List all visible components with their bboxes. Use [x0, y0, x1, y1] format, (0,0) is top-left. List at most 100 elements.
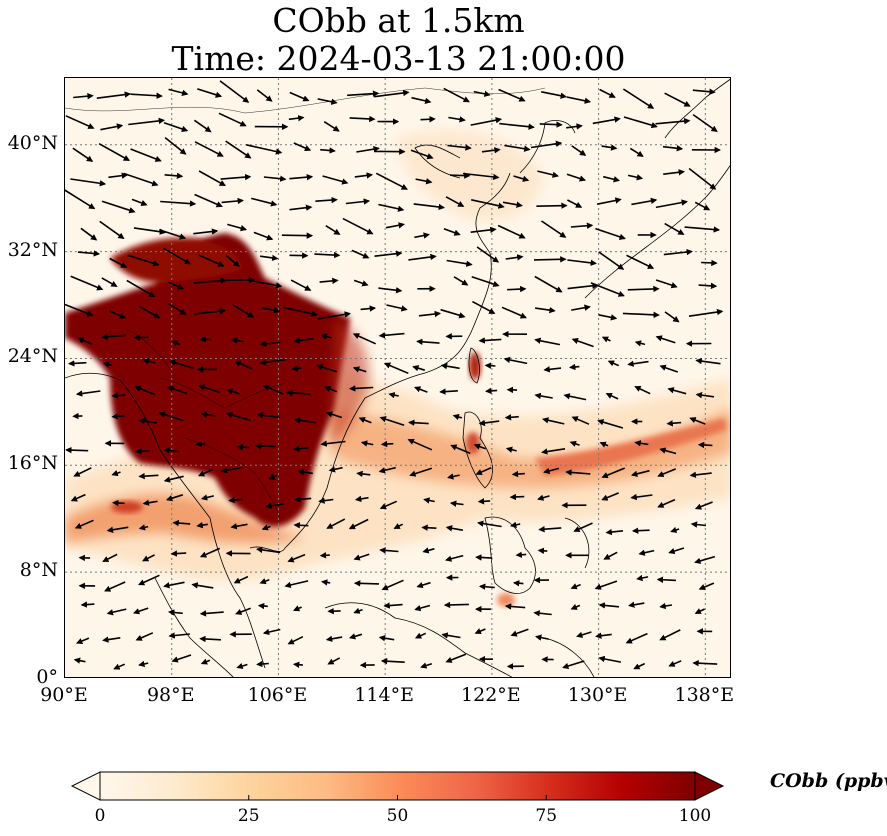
- wind-arrow: [353, 279, 369, 287]
- wind-arrow: [133, 227, 167, 235]
- wind-arrow: [533, 610, 552, 617]
- wind-arrow: [328, 466, 343, 473]
- plume-fringe-east: [330, 318, 369, 448]
- wind-arrow: [381, 579, 404, 591]
- wind-arrow: [171, 340, 181, 347]
- wind-arrow: [356, 470, 371, 478]
- wind-arrow: [414, 632, 427, 639]
- wind-arrow: [539, 121, 563, 128]
- wind-arrow: [511, 470, 525, 478]
- wind-arrow: [73, 92, 94, 100]
- wind-arrow: [74, 519, 94, 529]
- wind-arrow: [200, 494, 214, 501]
- gridlines: [65, 78, 730, 677]
- wind-arrow: [453, 276, 469, 286]
- wind-arrow: [315, 196, 338, 204]
- lat-tick-label: 24°N: [7, 345, 58, 368]
- wind-arrow: [443, 601, 469, 609]
- wind-arrow: [692, 88, 716, 95]
- wind-arrow: [138, 305, 161, 319]
- wind-arrow: [200, 411, 217, 418]
- wind-arrow: [80, 227, 98, 241]
- wind-arrow: [138, 524, 149, 531]
- wind-arrow: [418, 310, 442, 318]
- wind-arrow: [605, 528, 624, 536]
- wind-arrow: [503, 356, 528, 365]
- wind-arrow: [631, 197, 658, 206]
- wind-arrow: [413, 203, 445, 211]
- wind-arrow: [111, 470, 121, 477]
- wind-arrow: [420, 116, 436, 123]
- wind-arrow: [412, 365, 426, 372]
- wind-arrow: [102, 553, 118, 563]
- lon-tick-label: 98°E: [146, 684, 195, 706]
- wind-arrow: [68, 360, 87, 367]
- wind-arrow: [378, 287, 403, 294]
- wind-arrow: [542, 417, 565, 425]
- wind-arrow: [282, 306, 319, 317]
- wind-arrow: [383, 602, 403, 609]
- wind-arrow: [167, 281, 185, 290]
- wind-arrow: [599, 441, 609, 448]
- wind-arrow: [379, 547, 399, 554]
- wind-arrow: [194, 141, 224, 157]
- wind-arrow: [601, 492, 620, 501]
- wind-arrow: [235, 607, 251, 615]
- wind-arrow: [292, 445, 309, 452]
- wind-arrow: [592, 116, 621, 125]
- wind-arrow: [294, 496, 312, 503]
- wind-arrow: [626, 254, 655, 269]
- wind-arrow: [194, 193, 223, 208]
- wind-arrow: [498, 88, 526, 102]
- colorbar-tick-label: 75: [535, 806, 558, 826]
- wind-arrow: [655, 279, 678, 289]
- colorbar-extend-low: [70, 771, 101, 801]
- wind-arrow: [534, 337, 561, 346]
- wind-arrow: [473, 90, 491, 97]
- wind-arrow: [502, 201, 523, 208]
- wind-arrow: [360, 440, 374, 447]
- wind-arrow: [193, 277, 227, 284]
- wind-arrow: [225, 254, 240, 267]
- wind-arrow: [571, 304, 591, 311]
- wind-arrow: [170, 550, 187, 557]
- wind-arrow: [629, 147, 644, 157]
- wind-arrow: [256, 660, 269, 668]
- wind-arrow: [98, 143, 131, 161]
- wind-arrow: [638, 549, 655, 556]
- wind-arrow: [325, 225, 341, 235]
- wind-arrow: [476, 246, 500, 263]
- lon-tick-label: 114°E: [354, 684, 414, 706]
- wind-arrow: [694, 201, 711, 211]
- wind-arrow: [383, 362, 409, 375]
- wind-arrow: [167, 302, 187, 315]
- wind-arrow: [193, 307, 227, 315]
- wind-arrow: [603, 175, 621, 183]
- wind-arrow: [668, 547, 685, 555]
- lat-tick-label: 16°N: [7, 452, 58, 475]
- wind-arrow: [534, 306, 556, 314]
- wind-arrow: [219, 80, 250, 103]
- lat-tick-label: 40°N: [7, 131, 58, 154]
- wind-arrow: [259, 340, 281, 348]
- wind-arrow: [478, 419, 500, 427]
- wind-arrow: [131, 198, 148, 206]
- wind-arrow: [630, 493, 653, 501]
- wind-arrow: [80, 601, 95, 608]
- wind-arrow: [256, 412, 280, 419]
- wind-arrow: [541, 91, 567, 99]
- lon-tick-label: 130°E: [567, 684, 628, 706]
- wind-arrow: [374, 250, 403, 257]
- wind-arrow: [293, 605, 302, 612]
- lat-tick-label: 8°N: [19, 559, 58, 582]
- wind-arrow: [627, 360, 649, 367]
- wind-arrow: [104, 581, 126, 592]
- wind-arrow: [497, 224, 526, 239]
- wind-arrow: [321, 579, 331, 586]
- wind-arrow: [289, 91, 310, 102]
- lon-tick-label: 90°E: [40, 684, 88, 706]
- wind-arrow: [353, 607, 363, 614]
- wind-arrow: [470, 117, 503, 126]
- wind-arrow: [198, 468, 214, 477]
- wind-arrow: [326, 518, 346, 529]
